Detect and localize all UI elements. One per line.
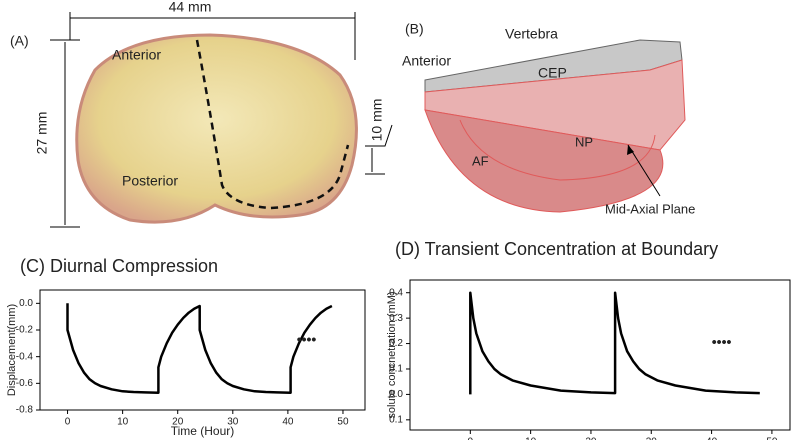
x-tick-label: 50 (766, 437, 778, 440)
region-label: Vertebra (505, 26, 558, 42)
y-tick-label: -0.6 (16, 378, 34, 389)
x-axis-label: Time (Hour) (171, 424, 235, 438)
plot-frame (409, 279, 791, 431)
x-tick-label: 50 (337, 417, 349, 428)
region-label: Posterior (122, 173, 178, 189)
dimension: 44 mm (169, 0, 212, 15)
x-tick-label: 30 (646, 437, 658, 440)
region-label: NP (575, 134, 593, 149)
y-tick-label: 0.1 (389, 364, 403, 375)
disc-half (424, 109, 664, 213)
pointer-head (627, 145, 634, 155)
dimension: 27 mm (34, 112, 50, 155)
y-tick-label: 0.3 (389, 313, 403, 324)
y-tick-label: 0.0 (389, 389, 403, 400)
region-label: AF (472, 153, 489, 168)
cut-line (195, 39, 350, 210)
x-tick-label: 10 (525, 437, 537, 440)
dim-line (365, 124, 393, 147)
annotation: •••• (297, 331, 317, 347)
y-tick-label: 0.2 (389, 338, 403, 349)
y-axis-label: solute concnetration (mM) (386, 291, 398, 418)
x-tick-label: 0 (468, 437, 474, 440)
region-label: Anterior (402, 53, 451, 69)
x-tick-label: 0 (65, 417, 71, 428)
x-tick-label: 20 (585, 437, 597, 440)
panel-b: (B) Vertebra Anterior CEP NP AF Mid-Axia… (402, 21, 695, 217)
panel-label: (B) (405, 21, 424, 37)
y-axis-label: Displacement(mm) (6, 304, 18, 396)
x-tick-label: 20 (172, 417, 184, 428)
plot-frame (39, 289, 366, 411)
y-tick-label: -0.4 (16, 351, 34, 362)
x-tick-label: 40 (282, 417, 294, 428)
dimension: 10 mm (369, 99, 385, 142)
panel-a: (A) 44 mm 27 mm 10 mm Anterior Posterior (10, 0, 393, 228)
region-label: Mid-Axial Plane (605, 201, 695, 216)
chart-title: (D) Transient Concentration at Boundary (395, 239, 718, 259)
y-tick-label: -0.8 (16, 405, 34, 416)
y-tick-label: -0.2 (16, 325, 34, 336)
np-boundary (459, 119, 656, 181)
y-tick-label: 0.1 (389, 414, 403, 425)
chart-title: (C) Diurnal Compression (20, 256, 218, 276)
x-tick-label: 10 (117, 417, 129, 428)
data-line (469, 291, 760, 395)
region-label: CEP (538, 65, 567, 81)
x-tick-label: 30 (227, 417, 239, 428)
data-line (66, 303, 333, 394)
annotation: •••• (712, 334, 732, 350)
y-tick-label: 0.0 (19, 298, 33, 309)
pointer (627, 144, 661, 197)
panel-label: (A) (10, 33, 29, 49)
y-tick-label: 0.4 (389, 287, 403, 298)
x-tick-label: 40 (706, 437, 718, 440)
region-label: Anterior (112, 47, 161, 63)
disc-photo (75, 33, 358, 224)
